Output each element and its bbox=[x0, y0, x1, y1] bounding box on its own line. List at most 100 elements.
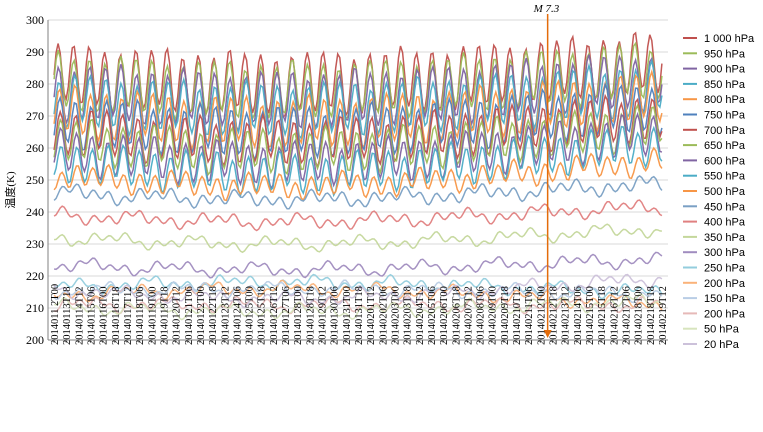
series-line bbox=[53, 199, 663, 232]
legend-entry: 500 hPa bbox=[704, 186, 746, 198]
series-line bbox=[53, 294, 663, 315]
y-tick-label: 270 bbox=[26, 109, 44, 123]
x-tick-label: 20140215T18 bbox=[597, 286, 608, 345]
legend-entry: 350 hPa bbox=[704, 232, 746, 244]
legend-entry: 950 hPa bbox=[704, 48, 746, 60]
x-tick-label: 20140128T18 bbox=[305, 286, 316, 345]
x-tick-label: 20140208T06 bbox=[476, 286, 487, 345]
x-tick-label: 20140126T12 bbox=[269, 286, 280, 345]
legend-entry: 850 hPa bbox=[704, 79, 746, 91]
x-tick-label: 20140119T00 bbox=[147, 286, 158, 345]
x-tick-label: 20140219T12 bbox=[658, 286, 669, 345]
y-tick-label: 260 bbox=[26, 141, 44, 155]
x-tick-label: 20140130T06 bbox=[330, 286, 341, 345]
annotation-label: M 7.3 bbox=[533, 3, 560, 15]
x-tick-label: 20140117T12 bbox=[123, 286, 134, 345]
x-tick-label: 20140204T12 bbox=[415, 286, 426, 345]
series-line bbox=[53, 93, 663, 170]
x-tick-label: 20140214T06 bbox=[573, 286, 584, 345]
x-tick-label: 20140119T18 bbox=[159, 286, 170, 345]
x-tick-label: 20140116T18 bbox=[111, 286, 122, 345]
legend-entry: 800 hPa bbox=[704, 94, 746, 106]
axes: 200 210 220 230 240 250 260 270 280 290 300 2014011… bbox=[26, 13, 669, 347]
earthquake-annotation: M 7.3 bbox=[533, 3, 560, 338]
x-tick-label: 20140211T06 bbox=[524, 286, 535, 345]
series-line bbox=[53, 146, 663, 202]
series-line bbox=[54, 223, 662, 254]
x-tick-label: 20140212T18 bbox=[549, 286, 560, 345]
y-tick-label: 200 bbox=[26, 333, 44, 347]
x-tick-label: 20140206T00 bbox=[439, 286, 450, 345]
y-tick-label: 280 bbox=[26, 77, 44, 91]
legend-entry: 650 hPa bbox=[704, 140, 746, 152]
x-tick-label: 20140210T12 bbox=[512, 286, 523, 345]
legend-entry: 600 hPa bbox=[704, 155, 746, 167]
x-tick-label: 20140128T00 bbox=[293, 286, 304, 345]
series-line bbox=[53, 273, 663, 300]
x-tick-label: 20140123T12 bbox=[220, 286, 231, 345]
x-tick-label: 20140206T18 bbox=[451, 286, 462, 345]
x-tick-label: 20140122T18 bbox=[208, 286, 219, 345]
x-tick-label: 20140209T18 bbox=[500, 286, 511, 345]
legend-entry: 700 hPa bbox=[704, 125, 746, 137]
x-tick-label: 20140218T18 bbox=[646, 286, 657, 345]
legend-entry: 50 hPa bbox=[704, 324, 740, 336]
series-line bbox=[53, 174, 663, 210]
legend-entry: 150 hPa bbox=[704, 293, 746, 305]
legend-entry: 900 hPa bbox=[704, 64, 746, 76]
x-tick-label: 20140131T18 bbox=[354, 286, 365, 345]
x-tick-label: 20140213T12 bbox=[561, 286, 572, 345]
series-line bbox=[53, 58, 663, 141]
legend-entry: 200 hPa bbox=[704, 278, 746, 290]
x-tick-label: 20140207T12 bbox=[463, 286, 474, 345]
series-line bbox=[53, 293, 663, 321]
x-tick-label: 20140209T00 bbox=[488, 286, 499, 345]
legend-entry: 250 hPa bbox=[704, 263, 746, 275]
x-tick-label: 20140113T18 bbox=[62, 286, 73, 345]
x-tick-label: 20140116T00 bbox=[99, 286, 110, 345]
series-line bbox=[53, 111, 663, 191]
series-layer bbox=[53, 31, 663, 321]
x-tick-label: 20140124T06 bbox=[232, 286, 243, 345]
x-tick-label: 20140127T06 bbox=[281, 286, 292, 345]
y-tick-label: 240 bbox=[26, 205, 44, 219]
x-tick-label: 20140129T12 bbox=[318, 286, 329, 345]
legend-entry: 200 hPa bbox=[704, 308, 746, 320]
y-axis-label: 温度(K) bbox=[3, 171, 17, 209]
series-line bbox=[53, 82, 663, 164]
x-tick-label: 20140114T12 bbox=[74, 286, 85, 345]
x-tick-label: 20140203T00 bbox=[390, 286, 401, 345]
series-line bbox=[53, 125, 663, 198]
x-tick-label: 20140212T00 bbox=[536, 286, 547, 345]
x-tick-label: 20140120T12 bbox=[172, 286, 183, 345]
series-line bbox=[53, 273, 663, 309]
y-tick-label: 210 bbox=[26, 301, 44, 315]
legend-entry: 750 hPa bbox=[704, 110, 746, 122]
legend-entry: 1 000 hPa bbox=[704, 33, 755, 45]
x-tick-label: 20140202T06 bbox=[378, 286, 389, 345]
x-tick-label: 20140115T06 bbox=[87, 286, 98, 345]
x-tick-label: 20140125T18 bbox=[257, 286, 268, 345]
y-tick-label: 220 bbox=[26, 269, 44, 283]
series-line bbox=[53, 251, 663, 279]
annotation-arrow-head bbox=[543, 330, 552, 338]
x-tick-label: 20140216T12 bbox=[609, 286, 620, 345]
x-tick-label: 20140118T06 bbox=[135, 286, 146, 345]
x-tick-label: 20140218T00 bbox=[634, 286, 645, 345]
series-line bbox=[53, 103, 663, 177]
y-tick-label: 250 bbox=[26, 173, 44, 187]
legend-entry: 550 hPa bbox=[704, 171, 746, 183]
legend-entry: 400 hPa bbox=[704, 217, 746, 229]
x-tick-label: 20140217T06 bbox=[621, 286, 632, 345]
y-tick-label: 300 bbox=[26, 13, 44, 27]
x-tick-label: 2014011 2T00 bbox=[50, 284, 61, 345]
x-tick-label: 20140121T06 bbox=[184, 286, 195, 345]
x-tick-label: 20140131T00 bbox=[342, 286, 353, 345]
x-tick-label: 20140125T00 bbox=[245, 286, 256, 345]
x-tick-label: 20140201T12 bbox=[366, 286, 377, 345]
y-tick-label: 290 bbox=[26, 45, 44, 59]
x-tick-label: 20140122T00 bbox=[196, 286, 207, 345]
x-tick-label: 20140205T06 bbox=[427, 286, 438, 345]
series-line bbox=[53, 279, 663, 304]
